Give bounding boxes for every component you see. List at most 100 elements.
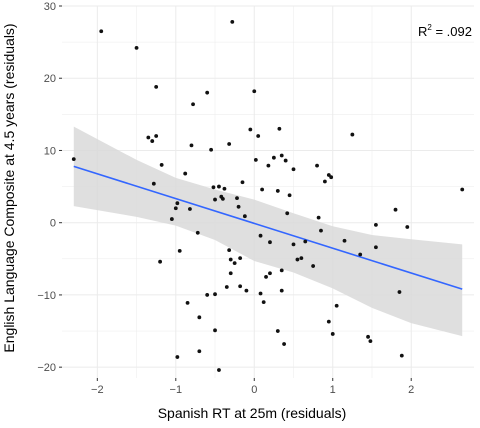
y-tick-label: −10: [37, 290, 56, 302]
data-point: [291, 167, 296, 172]
data-point: [169, 217, 174, 221]
data-point: [227, 248, 232, 253]
data-point: [303, 239, 308, 244]
data-point: [295, 257, 300, 262]
data-point: [322, 179, 327, 184]
data-point: [279, 268, 284, 273]
data-point: [159, 163, 164, 167]
data-point: [189, 143, 194, 148]
data-point: [405, 225, 410, 229]
data-point: [238, 256, 243, 260]
regression-line: [73, 165, 463, 290]
data-point: [277, 126, 282, 131]
data-point: [154, 85, 159, 89]
data-point: [71, 157, 76, 162]
confidence-band: [73, 126, 463, 337]
data-point: [222, 186, 227, 191]
data-point: [264, 274, 268, 279]
data-point: [460, 187, 465, 192]
data-point: [253, 157, 258, 162]
data-point: [240, 180, 245, 185]
data-point: [258, 233, 263, 238]
x-tick-label: −2: [91, 384, 104, 396]
data-point: [368, 339, 373, 344]
data-point: [232, 261, 237, 266]
data-point: [146, 135, 151, 140]
data-point: [244, 288, 249, 293]
data-point: [220, 196, 225, 201]
data-point: [209, 147, 214, 152]
data-point: [256, 134, 261, 138]
data-point: [260, 187, 265, 192]
data-point: [228, 257, 233, 262]
data-point: [217, 368, 221, 372]
data-point: [271, 155, 276, 160]
data-point: [211, 185, 216, 190]
x-tick-label: 2: [408, 384, 414, 396]
data-point: [399, 353, 404, 358]
data-point: [195, 230, 200, 235]
data-point: [158, 259, 162, 264]
data-points: [71, 19, 465, 372]
data-point: [329, 175, 334, 180]
y-tick-label: 20: [44, 73, 56, 85]
data-point: [283, 158, 288, 163]
data-point: [252, 89, 257, 94]
data-point: [213, 292, 217, 297]
data-point: [282, 342, 286, 346]
x-tick-label: 0: [251, 384, 257, 396]
data-point: [238, 284, 243, 289]
data-point: [268, 240, 272, 245]
data-point: [358, 252, 363, 257]
data-point: [342, 238, 347, 243]
data-point: [330, 332, 335, 336]
y-tick-label: 10: [44, 145, 56, 157]
data-point: [213, 197, 217, 202]
data-point: [183, 171, 188, 176]
data-point: [224, 285, 229, 289]
data-point: [266, 163, 271, 168]
data-point: [134, 45, 139, 50]
data-point: [185, 300, 190, 305]
data-point: [197, 315, 202, 320]
data-point: [175, 355, 180, 359]
data-point: [228, 271, 233, 276]
data-point: [326, 319, 331, 324]
x-tick-label: 1: [330, 384, 336, 396]
data-point: [248, 127, 253, 132]
data-point: [366, 334, 370, 339]
data-point: [154, 134, 159, 138]
data-point: [287, 193, 292, 198]
y-tick-label: 0: [50, 218, 56, 230]
data-point: [315, 163, 319, 168]
data-point: [291, 242, 296, 247]
data-point: [177, 248, 182, 253]
data-point: [173, 206, 178, 211]
regression-line-layer: [73, 165, 463, 290]
data-point: [393, 207, 398, 212]
data-point: [258, 291, 263, 296]
data-point: [261, 300, 266, 305]
confidence-band-layer: [73, 126, 463, 337]
data-point: [311, 264, 316, 268]
y-tick-label: 30: [44, 1, 56, 13]
data-point: [242, 214, 247, 219]
data-point: [334, 303, 339, 308]
data-point: [279, 288, 284, 293]
data-point: [230, 19, 235, 24]
data-point: [268, 271, 272, 276]
data-point: [188, 207, 192, 211]
y-axis-title: English Language Composite at 4.5 years …: [1, 23, 17, 352]
data-point: [151, 181, 156, 186]
data-point: [213, 328, 217, 333]
data-point: [374, 245, 378, 250]
data-point: [279, 153, 284, 158]
data-point: [235, 196, 239, 201]
data-point: [285, 211, 290, 216]
data-point: [236, 204, 241, 209]
x-axis-title: Spanish RT at 25m (residuals): [158, 405, 347, 421]
data-point: [205, 293, 210, 297]
data-point: [191, 102, 195, 107]
data-point: [99, 29, 104, 34]
